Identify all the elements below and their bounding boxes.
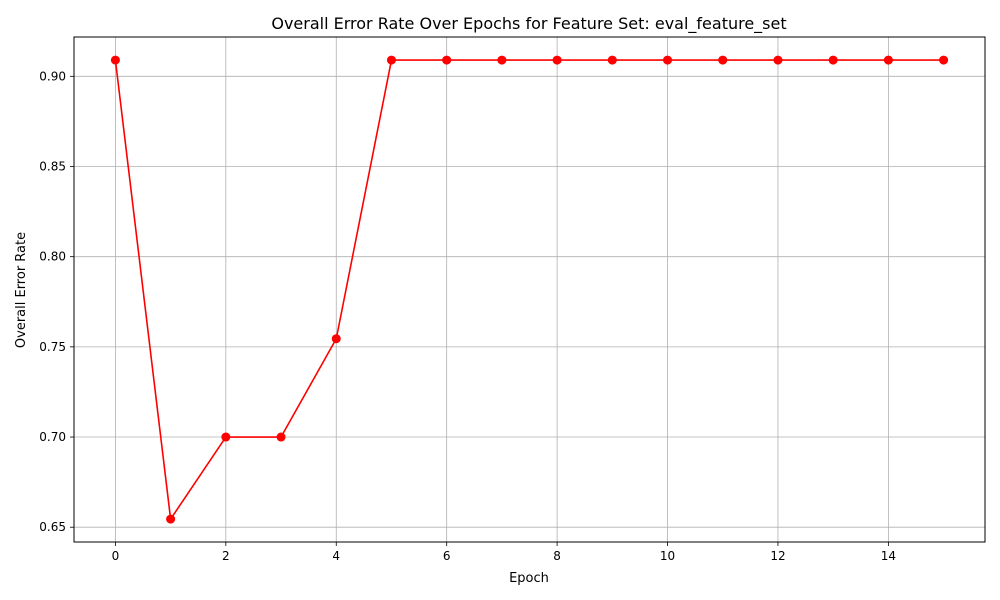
- data-point: [552, 55, 562, 65]
- y-tick-label: 0.80: [39, 250, 66, 264]
- y-axis-ticks: 0.65 0.70 0.75 0.80 0.85 0.90: [39, 69, 74, 534]
- x-tick-label: 12: [770, 549, 785, 563]
- y-axis-label: Overall Error Rate: [14, 232, 29, 348]
- x-tick-label: 2: [222, 549, 230, 563]
- y-tick-label: 0.70: [39, 430, 66, 444]
- data-point: [442, 55, 452, 65]
- grid-lines: [74, 37, 985, 542]
- x-tick-label: 0: [112, 549, 120, 563]
- data-point: [331, 334, 341, 344]
- x-tick-label: 4: [332, 549, 340, 563]
- y-tick-label: 0.90: [39, 69, 66, 83]
- data-point: [607, 55, 617, 65]
- data-point: [718, 55, 728, 65]
- series-line: [114, 59, 944, 520]
- x-tick-label: 6: [443, 549, 451, 563]
- data-point: [828, 55, 838, 65]
- data-point: [221, 432, 231, 442]
- data-point: [883, 55, 893, 65]
- x-axis-ticks: 0 2 4 6 8 10 12 14: [112, 542, 896, 563]
- data-point: [663, 55, 673, 65]
- data-point: [939, 55, 949, 65]
- data-point: [110, 55, 120, 65]
- data-point: [497, 55, 507, 65]
- data-point: [773, 55, 783, 65]
- y-tick-label: 0.75: [39, 340, 66, 354]
- data-point: [386, 55, 396, 65]
- data-point: [276, 432, 286, 442]
- x-tick-label: 8: [553, 549, 561, 563]
- x-tick-label: 10: [660, 549, 675, 563]
- x-tick-label: 14: [881, 549, 896, 563]
- data-point: [166, 514, 176, 524]
- y-tick-label: 0.85: [39, 159, 66, 173]
- series-layer: [110, 55, 949, 524]
- plot-frame: [73, 36, 986, 543]
- chart-title: Overall Error Rate Over Epochs for Featu…: [271, 14, 786, 34]
- x-axis-label: Epoch: [509, 571, 549, 586]
- y-tick-label: 0.65: [39, 520, 66, 534]
